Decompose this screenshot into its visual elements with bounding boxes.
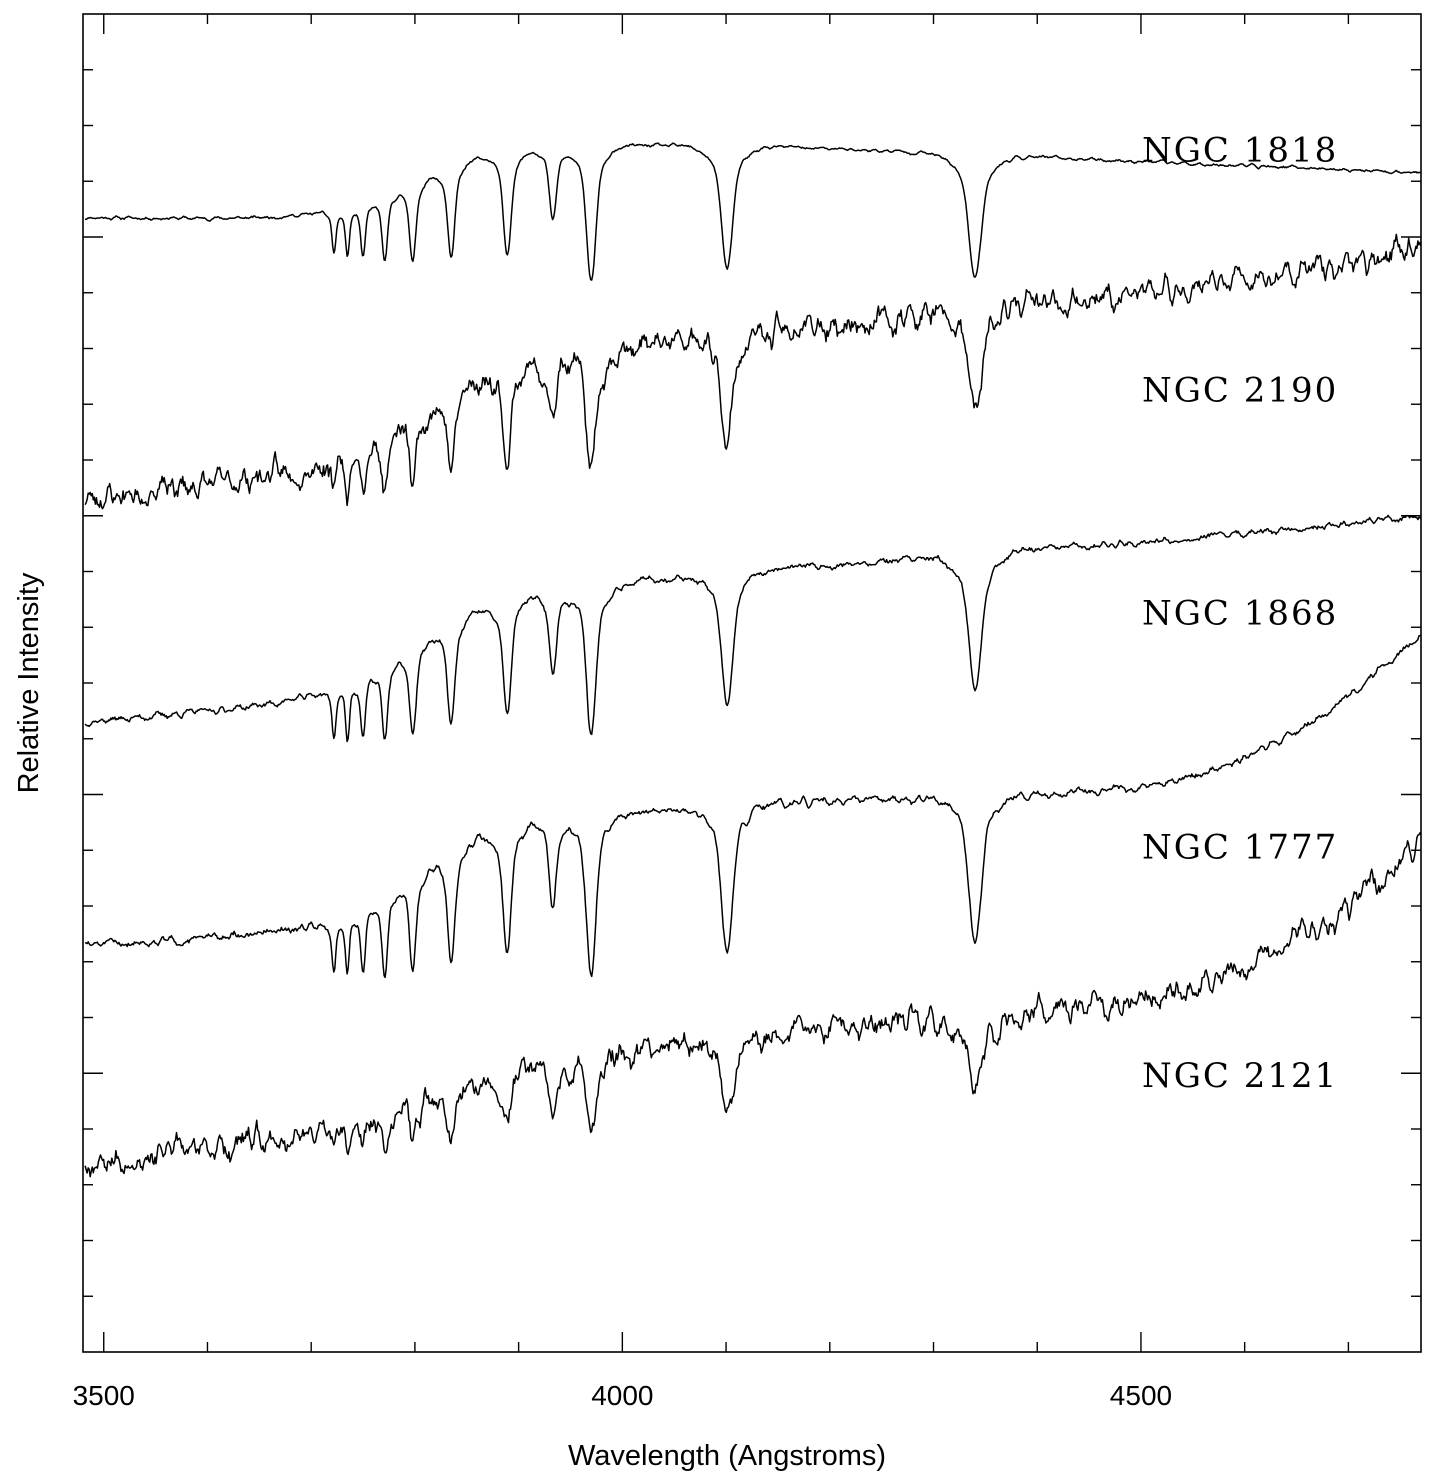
x-tick-label: 4500 — [1110, 1380, 1172, 1411]
series-labels-group: NGC 1818 NGC 2190 NGC 1868 NGC 1777 NGC 2121 — [1142, 131, 1338, 1096]
x-tick-label: 3500 — [73, 1380, 135, 1411]
plot-frame — [82, 13, 1422, 1353]
series-label: NGC 2190 — [1142, 370, 1338, 410]
spectrum-line-ngc-2121 — [84, 832, 1422, 1178]
x-tick-labels: 3500 4000 4500 — [73, 1380, 1173, 1411]
x-tick-label: 4000 — [591, 1380, 653, 1411]
series-label: NGC 2121 — [1142, 1056, 1338, 1096]
axis-ticks — [83, 14, 1421, 1352]
spectrum-line-ngc-1777 — [84, 634, 1422, 979]
spectrum-line-ngc-2190 — [84, 233, 1422, 510]
series-label: NGC 1818 — [1142, 131, 1338, 171]
y-axis-label: Relative Intensity — [13, 572, 45, 793]
spectrum-line-ngc-1818 — [84, 142, 1421, 281]
series-label: NGC 1868 — [1142, 593, 1338, 633]
spectrum-line-ngc-1868 — [84, 514, 1422, 743]
x-axis-label: Wavelength (Angstroms) — [568, 1440, 886, 1472]
series-label: NGC 1777 — [1142, 828, 1338, 868]
spectra-series-group — [84, 142, 1422, 1178]
